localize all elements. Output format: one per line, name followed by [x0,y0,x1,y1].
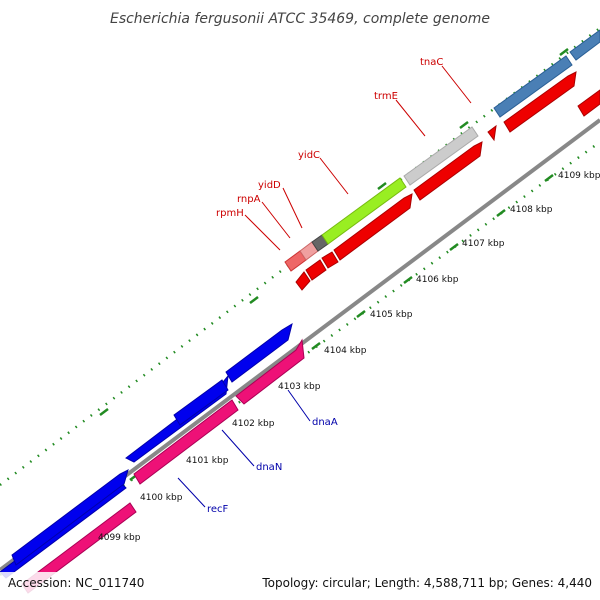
gene-yidC-block[interactable] [321,177,407,245]
tick-label: 4099 kbp [98,533,141,543]
trmE-leader [395,99,426,137]
gene-block[interactable] [11,469,129,566]
gene-label-trmE[interactable]: trmE [374,91,398,102]
gene-block[interactable] [295,271,311,291]
rnpA-leader [261,201,291,239]
major-tick [377,182,387,190]
gene-block[interactable] [333,193,413,261]
rpmH-leader [244,214,281,251]
upper-reverse-genes [295,71,600,291]
gene-tnaC-block[interactable] [493,55,573,118]
major-tick [356,310,366,318]
summary-text: Topology: circular; Length: 4,588,711 bp… [261,576,592,590]
upper-region-genes [284,29,600,272]
recF-leader [177,477,206,508]
major-tick [559,48,569,56]
gene-block[interactable] [235,338,305,405]
yidD-leader [282,187,303,229]
yidC-leader [319,157,349,195]
gene-label-dnaA[interactable]: dnaA [312,417,338,428]
gene-label-rnpA[interactable]: rnpA [237,194,261,205]
gene-label-yidC[interactable]: yidC [298,150,320,161]
forward-strand-genes [0,322,293,579]
gene-block[interactable] [487,124,497,142]
gene-block[interactable] [305,259,327,281]
gene-dnaA-block[interactable] [225,322,293,383]
gene-block[interactable] [413,141,483,201]
map-title: Escherichia fergusonii ATCC 35469, compl… [110,11,490,27]
major-tick [449,243,459,251]
gene-block[interactable] [503,71,577,133]
gene-label-recF[interactable]: recF [207,504,229,515]
major-tick [496,209,506,217]
gene-label-yidD[interactable]: yidD [258,180,281,191]
dnaN-leader [221,429,255,467]
tick-label: 4105 kbp [370,310,413,320]
gene-label-dnaN[interactable]: dnaN [256,462,282,473]
major-tick [311,342,321,350]
gene-dnaN-block[interactable] [173,379,229,426]
major-tick [249,296,259,304]
tick-label: 4102 kbp [232,419,275,429]
gene-label-tnaC[interactable]: tnaC [420,57,443,68]
leader-lines [177,65,472,508]
major-tick [459,121,469,129]
tick-label: 4107 kbp [462,239,505,249]
gene-block[interactable] [321,251,339,269]
tick-label: 4103 kbp [278,382,321,392]
tick-label: 4101 kbp [186,456,229,466]
gene-label-rpmH[interactable]: rpmH [216,208,244,219]
tick-label: 4106 kbp [416,275,459,285]
footer-background [0,572,600,600]
major-tick [403,276,413,284]
gene-labels: recF dnaN dnaA rpmH rnpA yidD yidC trmE … [207,57,443,515]
accession-text: Accession: NC_011740 [8,576,144,590]
major-tick [99,408,109,416]
dnaA-leader [287,389,311,422]
tick-label: 4100 kbp [140,493,183,503]
major-tick [544,174,554,182]
major-ticks [19,48,569,561]
tnaC-leader [441,65,472,104]
gene-trmE-block[interactable] [403,126,479,186]
gene-block[interactable] [133,399,239,485]
tick-labels: 4099 kbp 4100 kbp 4101 kbp 4102 kbp 4103… [98,171,600,543]
tick-label: 4109 kbp [558,171,600,181]
tick-label: 4108 kbp [510,205,553,215]
reverse-strand-genes [21,338,305,594]
gene-block[interactable] [569,29,600,61]
tick-label: 4104 kbp [324,346,367,356]
gene-block[interactable] [577,89,600,117]
